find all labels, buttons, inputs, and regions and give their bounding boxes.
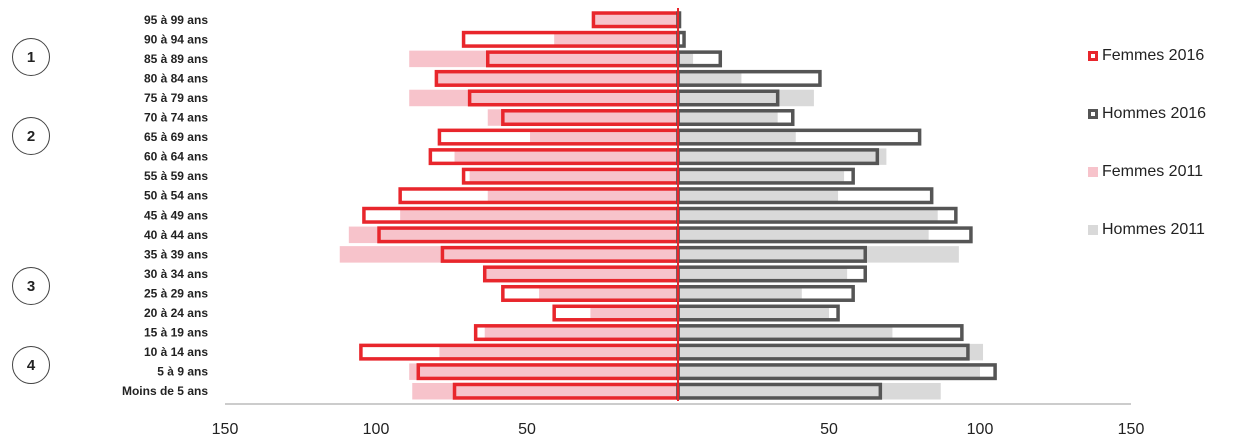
- bar-hommes-2011-55-a-59-ans: [678, 167, 845, 185]
- bar-hommes-2011-85-a-89-ans: [678, 50, 694, 68]
- bar-hommes-2011-80-a-84-ans: [678, 70, 742, 87]
- group-marker-2: 2: [12, 117, 50, 155]
- category-label-40-a-44-ans: 40 à 44 ans: [144, 228, 208, 242]
- bar-femmes-2011-10-a-14-ans: [439, 343, 678, 361]
- group-marker-3: 3: [12, 267, 50, 305]
- bar-hommes-2011-5-a-9-ans: [678, 363, 980, 380]
- group-marker-4: 4: [12, 346, 50, 384]
- category-label-50-a-54-ans: 50 à 54 ans: [144, 189, 208, 203]
- category-label-20-a-24-ans: 20 à 24 ans: [144, 306, 208, 320]
- category-label-90-a-94-ans: 90 à 94 ans: [144, 32, 208, 46]
- bar-femmes-2011-90-a-94-ans: [554, 31, 678, 48]
- legend-swatch-hommes-2011: [1088, 225, 1098, 235]
- legend-item-hommes-2011: Hommes 2011: [1088, 221, 1205, 239]
- category-label-35-a-39-ans: 35 à 39 ans: [144, 247, 208, 261]
- bar-femmes-2011-15-a-19-ans: [484, 324, 678, 341]
- legend-label-hommes-2016: Hommes 2016: [1102, 105, 1207, 122]
- bar-femmes-2011-25-a-29-ans: [539, 285, 678, 302]
- bar-hommes-2011-15-a-19-ans: [678, 324, 893, 341]
- bar-femmes-2011-80-a-84-ans: [436, 70, 678, 87]
- bar-hommes-2011-25-a-29-ans: [678, 285, 802, 302]
- legend-item-femmes-2011: Femmes 2011: [1088, 163, 1203, 181]
- category-label-moins-de-5-ans: Moins de 5 ans: [122, 384, 208, 398]
- bar-hommes-2011-75-a-79-ans: [678, 89, 814, 107]
- group-marker-1: 1: [12, 38, 50, 76]
- bar-femmes-2011-70-a-74-ans: [487, 109, 678, 126]
- bar-femmes-2011-50-a-54-ans: [487, 187, 678, 204]
- bar-femmes-2011-40-a-44-ans: [348, 226, 678, 244]
- bar-hommes-2011-60-a-64-ans: [678, 148, 887, 165]
- x-tick-label-0: 150: [212, 421, 239, 438]
- category-label-25-a-29-ans: 25 à 29 ans: [144, 286, 208, 300]
- category-label-85-a-89-ans: 85 à 89 ans: [144, 52, 208, 66]
- x-tick-label-3: 50: [820, 421, 838, 438]
- legend-swatch-hommes-2016: [1088, 109, 1098, 119]
- bar-femmes-2011-95-a-99-ans: [593, 11, 678, 29]
- category-label-80-a-84-ans: 80 à 84 ans: [144, 71, 208, 85]
- bar-femmes-2011-85-a-89-ans: [409, 50, 678, 68]
- category-label-30-a-34-ans: 30 à 34 ans: [144, 267, 208, 281]
- bar-hommes-2011-40-a-44-ans: [678, 226, 929, 244]
- bar-hommes-2011-10-a-14-ans: [678, 343, 984, 361]
- bar-femmes-2011-55-a-59-ans: [469, 167, 678, 185]
- category-label-15-a-19-ans: 15 à 19 ans: [144, 326, 208, 340]
- category-label-55-a-59-ans: 55 à 59 ans: [144, 169, 208, 183]
- bar-hommes-2011-30-a-34-ans: [678, 265, 848, 283]
- bar-femmes-2011-35-a-39-ans: [339, 246, 678, 263]
- bar-femmes-2011-65-a-69-ans: [530, 128, 678, 146]
- bar-femmes-2011-75-a-79-ans: [409, 89, 678, 107]
- legend-item-femmes-2016: Femmes 2016: [1088, 47, 1204, 65]
- x-tick-label-2: 50: [518, 421, 536, 438]
- category-label-75-a-79-ans: 75 à 79 ans: [144, 91, 208, 105]
- legend-swatch-femmes-2011: [1088, 167, 1098, 177]
- bar-femmes-2011-5-a-9-ans: [409, 363, 678, 380]
- category-label-70-a-74-ans: 70 à 74 ans: [144, 111, 208, 125]
- x-tick-label-1: 100: [363, 421, 390, 438]
- bar-femmes-2011-20-a-24-ans: [590, 304, 678, 322]
- bar-hommes-2011-45-a-49-ans: [678, 207, 938, 224]
- bar-femmes-2011-45-a-49-ans: [400, 207, 678, 224]
- bar-hommes-2011-35-a-39-ans: [678, 246, 959, 263]
- category-label-95-a-99-ans: 95 à 99 ans: [144, 13, 208, 27]
- legend-label-femmes-2011: Femmes 2011: [1102, 163, 1204, 180]
- bar-hommes-2011-20-a-24-ans: [678, 304, 829, 322]
- x-tick-label-5: 150: [1118, 421, 1145, 438]
- category-label-45-a-49-ans: 45 à 49 ans: [144, 208, 208, 222]
- category-label-65-a-69-ans: 65 à 69 ans: [144, 130, 208, 144]
- bar-femmes-2011-moins-de-5-ans: [412, 382, 678, 400]
- category-label-60-a-64-ans: 60 à 64 ans: [144, 150, 208, 164]
- bar-hommes-2011-moins-de-5-ans: [678, 382, 941, 400]
- category-label-5-a-9-ans: 5 à 9 ans: [157, 365, 208, 379]
- bar-hommes-2011-50-a-54-ans: [678, 187, 839, 204]
- legend-item-hommes-2016: Hommes 2016: [1088, 105, 1206, 123]
- category-label-10-a-14-ans: 10 à 14 ans: [144, 345, 208, 359]
- bar-hommes-2011-65-a-69-ans: [678, 128, 796, 146]
- legend: Femmes 2016 Hommes 2016 Femmes 2011 Homm…: [1088, 0, 1238, 440]
- legend-label-hommes-2011: Hommes 2011: [1102, 221, 1205, 238]
- bar-femmes-2011-60-a-64-ans: [454, 148, 678, 165]
- legend-swatch-femmes-2016: [1088, 51, 1098, 61]
- bar-hommes-2011-70-a-74-ans: [678, 109, 778, 126]
- legend-label-femmes-2016: Femmes 2016: [1102, 47, 1205, 64]
- x-tick-label-4: 100: [967, 421, 994, 438]
- bar-femmes-2011-30-a-34-ans: [484, 265, 678, 283]
